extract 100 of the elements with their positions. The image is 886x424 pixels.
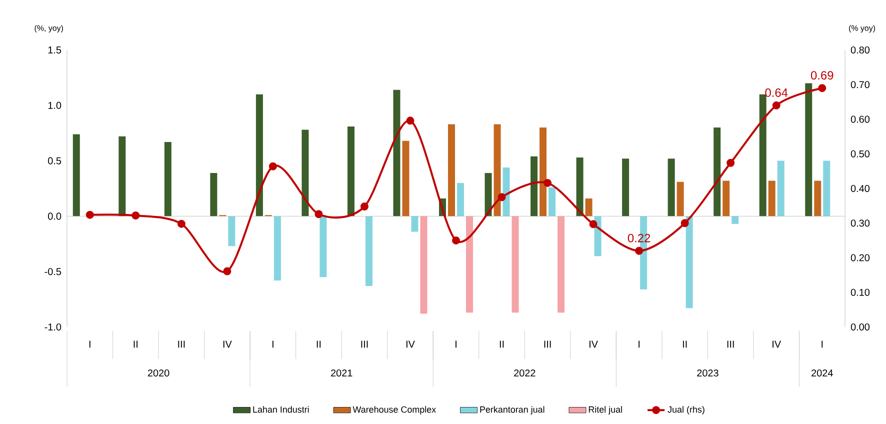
x-tick-label: III <box>544 340 551 348</box>
y2-tick-label: 0.80 <box>850 46 870 54</box>
y-tick-label: -0.5 <box>44 268 62 276</box>
point <box>314 210 323 218</box>
data-label: 0.22 <box>628 234 650 242</box>
point <box>818 84 826 92</box>
y2-tick-label: 0.40 <box>850 184 870 192</box>
bar <box>228 216 236 246</box>
bar <box>805 83 812 216</box>
bar <box>576 157 584 216</box>
bar <box>558 216 565 313</box>
point <box>680 219 689 228</box>
bar <box>302 130 309 216</box>
x-tick-label: I <box>822 340 823 348</box>
bar <box>548 187 556 216</box>
bar <box>714 128 721 216</box>
bar <box>686 216 693 308</box>
y2-tick-label: 0.00 <box>850 323 870 331</box>
x-tick-label: III <box>178 340 185 348</box>
data-label: 0.69 <box>810 71 834 80</box>
legend-label: Ritel jual <box>588 406 622 414</box>
text: 2020 <box>148 369 170 377</box>
point <box>635 246 644 255</box>
bar <box>118 136 126 216</box>
y-tick-label: 1.5 <box>48 46 62 54</box>
bar <box>512 216 519 313</box>
point <box>589 220 598 228</box>
point <box>132 212 140 220</box>
bar <box>420 216 428 314</box>
bar <box>759 94 766 216</box>
point <box>177 220 186 228</box>
text: 2024 <box>812 369 833 377</box>
bar <box>777 160 784 216</box>
y2-tick-label: 0.50 <box>850 150 870 158</box>
bar <box>457 182 464 216</box>
x-tick-label: I <box>638 340 640 348</box>
legend-label: Perkantoran jual <box>480 406 544 414</box>
point <box>772 101 780 110</box>
point <box>268 162 277 170</box>
x-tick-label: II <box>682 340 687 348</box>
point <box>498 193 506 202</box>
bar <box>676 182 684 216</box>
y2-tick-label: 0.10 <box>850 288 870 296</box>
x-tick-label: I <box>272 340 274 348</box>
bar <box>411 216 418 232</box>
x-tick-label: IV <box>590 340 598 348</box>
point <box>223 267 232 276</box>
bar <box>502 167 510 216</box>
legend-label: Lahan Industri <box>253 406 309 413</box>
x-tick-label: I <box>89 340 90 348</box>
x-tick-label: IV <box>406 340 415 348</box>
bar <box>494 124 501 216</box>
y-tick-label: 0.5 <box>48 157 62 164</box>
point <box>544 178 552 187</box>
bar <box>448 124 456 216</box>
bar <box>393 90 400 216</box>
text: 2023 <box>697 369 718 377</box>
x-tick-label: II <box>500 340 504 348</box>
point <box>726 158 735 167</box>
bar <box>530 156 538 216</box>
bar <box>484 172 492 216</box>
bar <box>347 126 354 216</box>
bar <box>256 94 263 216</box>
bar <box>585 198 592 216</box>
bar <box>72 134 80 216</box>
data-label: 0.64 <box>765 88 788 97</box>
bar <box>622 158 630 216</box>
bar <box>466 216 474 313</box>
y2-tick-label: 0.70 <box>850 81 870 88</box>
y-tick-label: 0.0 <box>48 212 62 220</box>
x-tick-label: II <box>134 340 138 348</box>
bar <box>365 216 372 286</box>
text: 2022 <box>514 369 536 377</box>
bar <box>320 216 327 278</box>
y-tick-label: -1.0 <box>44 323 62 331</box>
bar <box>722 180 730 216</box>
bar <box>164 142 172 216</box>
bar <box>823 160 830 216</box>
point <box>406 116 414 125</box>
x-tick-label: IV <box>223 340 232 348</box>
bar <box>540 128 547 216</box>
y2-tick-label: 0.30 <box>850 220 870 227</box>
bar <box>402 140 410 216</box>
x-tick-label: II <box>316 340 321 348</box>
bar <box>668 158 675 216</box>
text: 2021 <box>331 369 352 377</box>
y2-tick-label: 0.60 <box>850 116 870 123</box>
x-tick-label: III <box>361 340 368 348</box>
legend-label: Warehouse Complex <box>352 406 436 414</box>
point <box>86 210 94 219</box>
x-tick-label: IV <box>772 340 782 348</box>
bar <box>814 180 822 216</box>
bar <box>732 216 739 224</box>
bar <box>768 180 776 216</box>
x-tick-label: III <box>727 340 734 348</box>
bar <box>274 216 281 280</box>
point <box>452 236 460 244</box>
y-tick-label: 1.0 <box>48 102 62 109</box>
y2-tick-label: 0.20 <box>850 254 870 262</box>
bar <box>210 172 218 216</box>
